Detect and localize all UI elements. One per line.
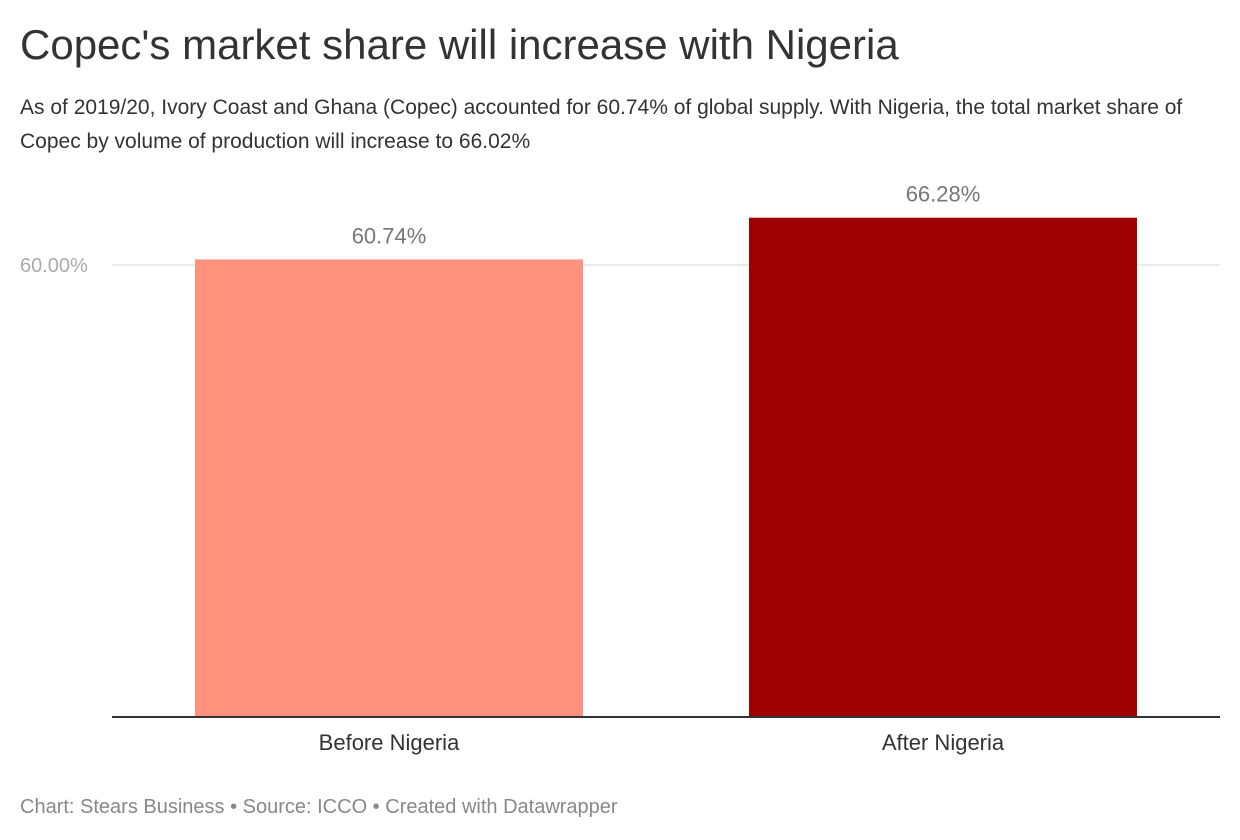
y-tick-label: 60.00% — [20, 255, 88, 277]
bar-value-label: 66.28% — [906, 182, 981, 207]
chart-title: Copec's market share will increase with … — [20, 21, 899, 68]
bar-value-label: 60.74% — [352, 223, 427, 248]
bar-before-nigeria — [195, 259, 583, 717]
bar-after-nigeria — [749, 217, 1137, 717]
chart-subtitle: As of 2019/20, Ivory Coast and Ghana (Co… — [20, 96, 1183, 153]
x-category-label: After Nigeria — [882, 730, 1005, 755]
chart-footer-credit: Chart: Stears Business • Source: ICCO • … — [20, 796, 618, 818]
x-category-label: Before Nigeria — [319, 730, 460, 755]
